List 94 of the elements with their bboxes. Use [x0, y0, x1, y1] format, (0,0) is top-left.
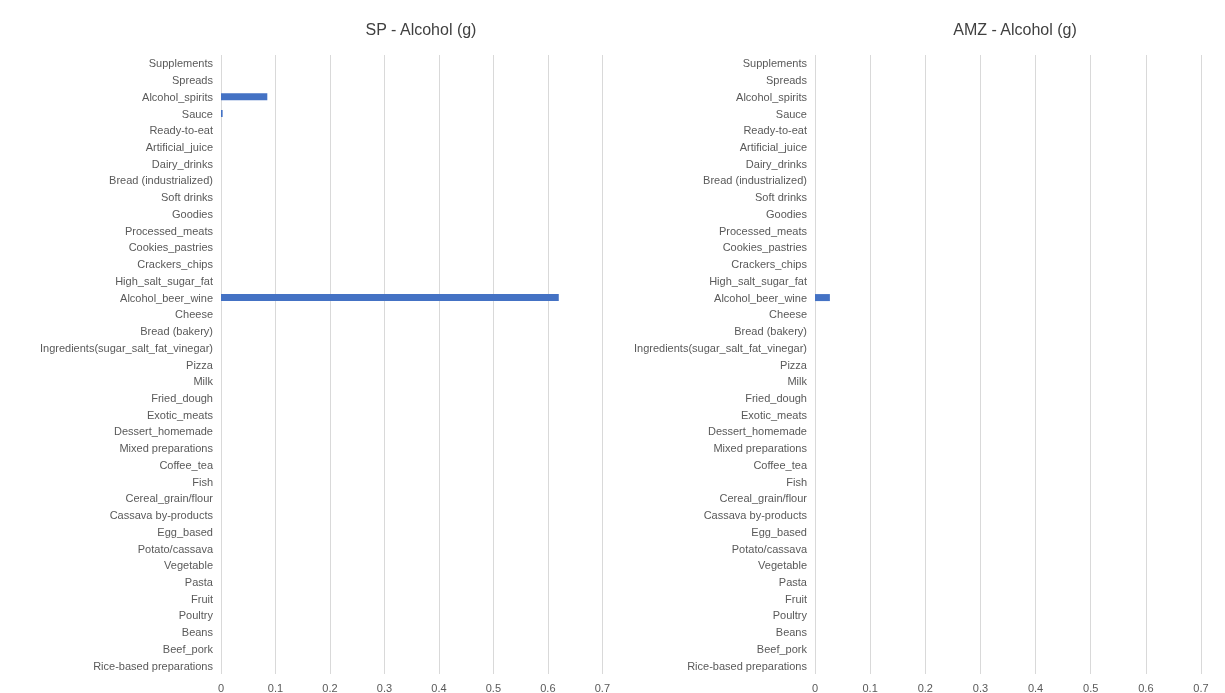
chart-title: AMZ - Alcohol (g) [953, 20, 1077, 38]
y-tick-label: Exotic_meats [740, 408, 808, 421]
y-tick-label: Fish [786, 475, 807, 488]
x-tick-label: 0.4 [1027, 681, 1044, 693]
x-tick-label: 0 [811, 681, 819, 693]
y-tick-label: Coffee_tea [159, 458, 214, 471]
x-tick-label: 0.6 [1138, 681, 1154, 693]
y-tick-label: Goodies [766, 207, 808, 220]
y-tick-label: Alcohol_spirits [736, 90, 808, 103]
y-tick-label: Ingredients(sugar_salt_fat_vinegar) [633, 341, 807, 354]
y-tick-label: Pasta [184, 575, 214, 588]
bar [221, 93, 268, 101]
y-tick-label: Spreads [766, 74, 808, 87]
y-tick-label: Cassava by-products [703, 509, 808, 522]
y-tick-label: Sauce [775, 107, 807, 120]
bar [221, 294, 559, 302]
y-tick-label: Beef_pork [756, 642, 808, 655]
y-tick-label: Poultry [772, 609, 808, 622]
x-tick-label: 0.7 [1193, 681, 1209, 693]
x-tick-label: 0.2 [917, 681, 933, 693]
y-tick-label: Mixed preparations [119, 442, 214, 455]
y-tick-label: Bread (bakery) [734, 325, 807, 338]
chart-title: SP - Alcohol (g) [365, 20, 477, 38]
y-tick-label: Coffee_tea [753, 458, 808, 471]
y-tick-label: Pizza [186, 358, 214, 371]
y-tick-label: Mixed preparations [713, 442, 808, 455]
y-tick-label: Potato/cassava [731, 542, 808, 555]
y-tick-label: Alcohol_spirits [142, 90, 214, 103]
y-tick-label: Supplements [742, 57, 808, 70]
y-tick-label: Egg_based [157, 525, 213, 538]
y-tick-label: Crackers_chips [137, 258, 214, 271]
y-tick-label: Dairy_drinks [151, 157, 214, 170]
y-tick-label: Bread (industrialized) [703, 174, 807, 187]
y-tick-label: Artificial_juice [739, 141, 807, 154]
x-tick-label: 0.1 [267, 681, 284, 693]
y-tick-label: Goodies [172, 207, 214, 220]
y-tick-label: Poultry [178, 609, 214, 622]
y-tick-label: Processed_meats [124, 224, 214, 237]
x-tick-label: 0.3 [376, 681, 393, 693]
y-tick-label: Beans [775, 626, 808, 639]
y-tick-label: Cookies_pastries [128, 241, 214, 254]
y-tick-label: High_salt_sugar_fat [115, 274, 213, 287]
y-tick-label: Cereal_grain/flour [125, 492, 214, 505]
y-tick-label: Fruit [785, 592, 807, 605]
y-tick-label: Soft drinks [755, 191, 808, 204]
y-tick-label: Rice-based preparations [687, 659, 808, 672]
y-tick-label: Beans [181, 626, 214, 639]
y-tick-label: Milk [193, 375, 214, 388]
x-tick-label: 0.7 [594, 681, 610, 693]
y-tick-label: Cassava by-products [109, 509, 214, 522]
y-tick-label: Pasta [778, 575, 808, 588]
y-tick-label: Cookies_pastries [722, 241, 808, 254]
y-tick-label: Artificial_juice [145, 141, 213, 154]
x-tick-label: 0.1 [862, 681, 878, 693]
y-tick-label: Vegetable [164, 559, 213, 572]
y-tick-label: Potato/cassava [137, 542, 214, 555]
x-tick-label: 0.5 [1083, 681, 1099, 693]
y-tick-label: Pizza [780, 358, 808, 371]
y-tick-label: Rice-based preparations [93, 659, 214, 672]
x-tick-label: 0.2 [322, 681, 338, 693]
y-tick-label: Cheese [769, 308, 807, 321]
y-tick-label: Milk [787, 375, 808, 388]
y-tick-label: Beef_pork [162, 642, 214, 655]
y-tick-label: Sauce [181, 107, 213, 120]
y-tick-label: Spreads [172, 74, 214, 87]
y-tick-label: Vegetable [758, 559, 807, 572]
y-tick-label: Alcohol_beer_wine [714, 291, 807, 304]
y-tick-label: Cereal_grain/flour [719, 492, 808, 505]
y-tick-label: Ready-to-eat [149, 124, 213, 137]
y-tick-label: Fruit [191, 592, 213, 605]
x-tick-label: 0 [217, 681, 225, 693]
y-tick-label: Bread (industrialized) [109, 174, 213, 187]
y-tick-label: Fried_dough [151, 391, 213, 404]
y-tick-label: Alcohol_beer_wine [120, 291, 213, 304]
y-tick-label: Fish [192, 475, 213, 488]
y-tick-label: Supplements [148, 57, 214, 70]
y-tick-label: Processed_meats [718, 224, 808, 237]
y-tick-label: Dessert_homemade [113, 425, 213, 438]
y-tick-label: Exotic_meats [146, 408, 214, 421]
x-tick-label: 0.5 [485, 681, 502, 693]
y-tick-label: Dessert_homemade [707, 425, 807, 438]
y-tick-label: Cheese [175, 308, 213, 321]
y-tick-label: Egg_based [751, 525, 807, 538]
x-tick-label: 0.3 [972, 681, 989, 693]
y-tick-label: Bread (bakery) [140, 325, 213, 338]
y-tick-label: Ingredients(sugar_salt_fat_vinegar) [39, 341, 213, 354]
y-tick-label: Crackers_chips [731, 258, 808, 271]
y-tick-label: High_salt_sugar_fat [709, 274, 807, 287]
y-tick-label: Fried_dough [745, 391, 807, 404]
y-tick-label: Dairy_drinks [745, 157, 808, 170]
x-tick-label: 0.6 [540, 681, 556, 693]
x-tick-label: 0.4 [431, 681, 447, 693]
y-tick-label: Soft drinks [161, 191, 214, 204]
y-tick-label: Ready-to-eat [743, 124, 807, 137]
